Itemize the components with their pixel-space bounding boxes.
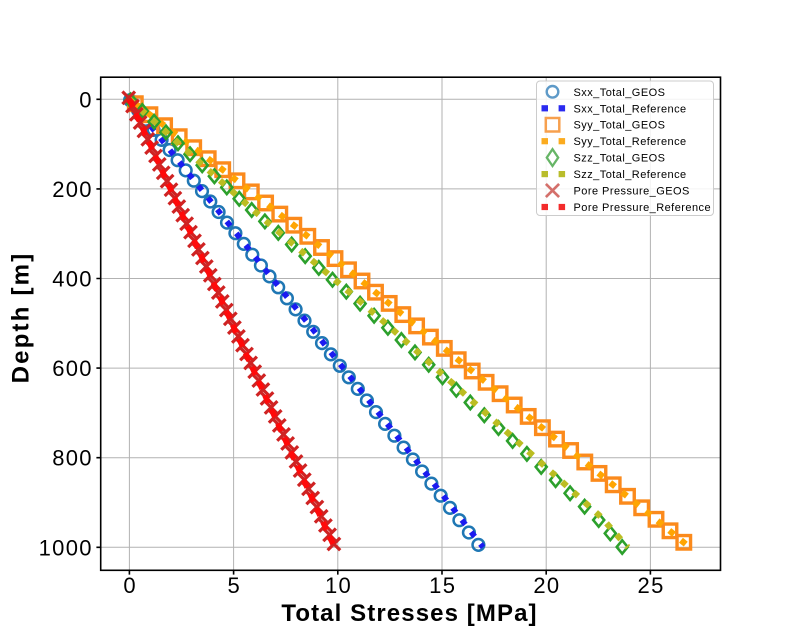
svg-text:Sxx_Total_Reference: Sxx_Total_Reference [574, 103, 687, 115]
svg-text:Szz_Total_Reference: Szz_Total_Reference [574, 169, 687, 181]
svg-text:Szz_Total_GEOS: Szz_Total_GEOS [574, 153, 666, 165]
svg-text:Pore Pressure_GEOS: Pore Pressure_GEOS [574, 186, 690, 198]
svg-text:1000: 1000 [39, 535, 93, 560]
svg-text:Depth [m]: Depth [m] [8, 252, 35, 384]
svg-text:Sxx_Total_GEOS: Sxx_Total_GEOS [574, 87, 666, 99]
svg-text:5: 5 [228, 573, 242, 598]
svg-text:Syy_Total_Reference: Syy_Total_Reference [574, 136, 687, 148]
svg-text:Total Stresses [MPa]: Total Stresses [MPa] [281, 600, 537, 627]
svg-text:600: 600 [52, 356, 93, 381]
svg-text:800: 800 [52, 446, 93, 471]
svg-text:25: 25 [638, 573, 665, 598]
svg-text:10: 10 [325, 573, 352, 598]
svg-text:15: 15 [429, 573, 456, 598]
svg-text:Syy_Total_GEOS: Syy_Total_GEOS [574, 120, 666, 132]
svg-text:400: 400 [52, 267, 93, 292]
svg-text:20: 20 [533, 573, 560, 598]
svg-text:0: 0 [123, 573, 137, 598]
svg-text:200: 200 [52, 177, 93, 202]
svg-text:Pore Pressure_Reference: Pore Pressure_Reference [574, 202, 712, 214]
svg-text:0: 0 [79, 87, 93, 112]
